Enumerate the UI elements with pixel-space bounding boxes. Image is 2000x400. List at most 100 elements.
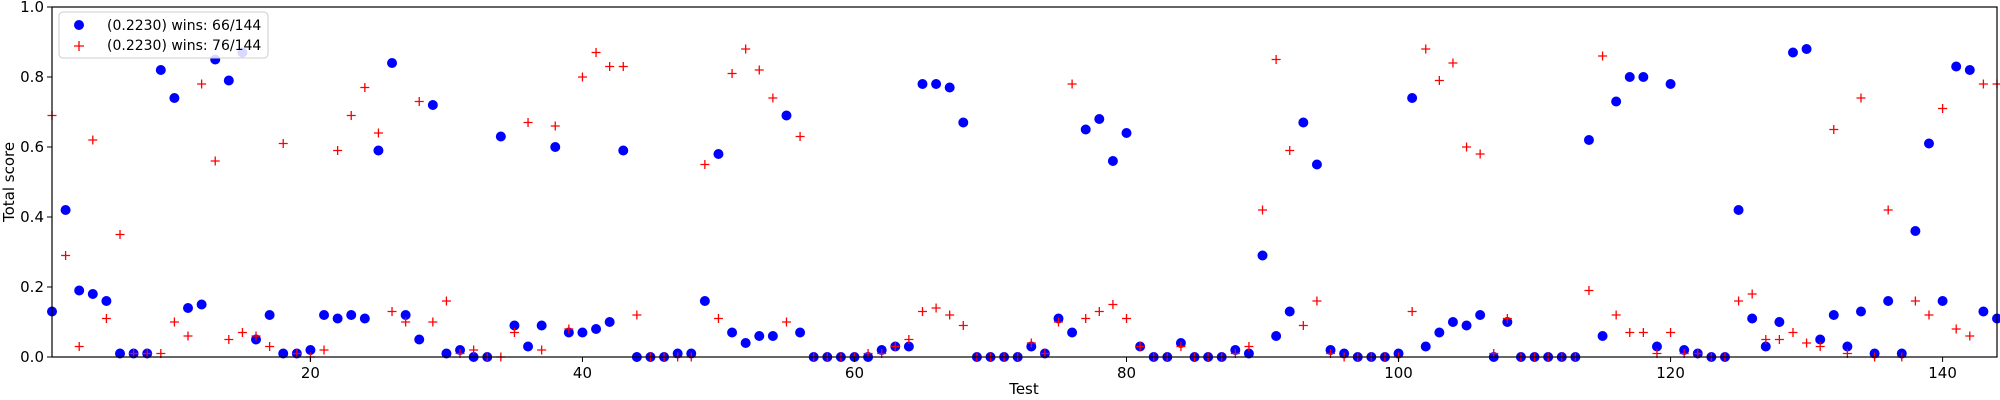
point-series-1-test-139	[1923, 138, 1934, 149]
point-series-1-test-134	[1855, 306, 1866, 317]
point-series-2-test-79	[1108, 300, 1118, 309]
point-series-2-test-115	[1598, 51, 1608, 61]
point-series-2-test-5	[101, 314, 111, 323]
point-series-2-test-64	[904, 335, 914, 344]
point-series-2-test-38	[550, 121, 560, 131]
point-series-1-test-20	[305, 345, 316, 355]
point-series-1-test-119	[1651, 341, 1662, 352]
y-axis-label: Total score	[0, 142, 18, 223]
point-series-1-test-24	[359, 313, 370, 324]
point-series-1-test-79	[1107, 156, 1118, 166]
point-series-1-test-144	[1992, 313, 2000, 324]
point-series-1-test-52	[740, 338, 751, 348]
point-series-1-test-101	[1407, 93, 1418, 103]
point-series-2-test-89	[1244, 342, 1254, 351]
point-series-2-test-136	[1883, 205, 1893, 215]
point-series-2-test-43	[618, 62, 628, 71]
point-series-1-test-115	[1597, 331, 1608, 341]
point-series-1-test-93	[1298, 117, 1309, 128]
point-series-1-test-51	[727, 327, 738, 338]
point-series-1-test-126	[1747, 313, 1758, 324]
point-series-1-test-132	[1828, 310, 1839, 320]
legend: (0.2230) wins: 66/144 (0.2230) wins: 76/…	[58, 11, 269, 59]
point-series-2-test-128	[1774, 335, 1784, 344]
point-series-2-test-65	[917, 307, 927, 316]
point-series-1-test-76	[1067, 327, 1078, 338]
point-series-2-test-129	[1788, 328, 1798, 337]
point-series-1-test-78	[1094, 114, 1105, 124]
point-series-2-test-52	[741, 44, 751, 54]
point-series-2-test-127	[1761, 335, 1771, 344]
point-series-1-test-120	[1665, 79, 1676, 89]
point-series-1-test-104	[1447, 317, 1458, 327]
point-series-1-test-35	[509, 320, 520, 331]
point-series-1-test-118	[1638, 72, 1649, 82]
point-series-2-test-63	[890, 342, 900, 351]
point-series-1-test-53	[754, 331, 765, 341]
point-series-1-test-92	[1284, 306, 1295, 317]
point-series-1-test-37	[536, 320, 547, 331]
point-series-2-test-56	[795, 132, 805, 141]
point-series-1-test-25	[373, 145, 384, 156]
point-series-1-test-36	[523, 341, 534, 352]
point-series-1-test-56	[795, 327, 806, 338]
x-tick-label: 20	[301, 364, 320, 382]
point-series-1-test-143	[1978, 306, 1989, 317]
point-series-2-test-125	[1734, 296, 1744, 306]
point-series-2-test-139	[1924, 310, 1934, 320]
y-tick-label: 0.8	[20, 68, 44, 86]
point-series-1-test-3	[74, 285, 85, 296]
point-series-1-test-41	[591, 324, 602, 334]
point-series-2-test-134	[1856, 93, 1866, 103]
point-series-2-test-17	[265, 342, 275, 351]
y-tick-label: 0.4	[20, 208, 44, 226]
point-series-1-test-43	[618, 145, 629, 156]
point-series-2-test-78	[1094, 307, 1104, 316]
point-series-2-test-84	[1176, 342, 1186, 351]
point-series-1-test-9	[155, 65, 166, 75]
legend-marker-circle	[74, 20, 84, 30]
point-series-2-test-67	[945, 310, 955, 320]
point-series-2-test-76	[1067, 79, 1077, 89]
point-series-2-test-25	[373, 128, 383, 138]
point-series-1-test-26	[387, 58, 398, 68]
point-series-1-test-38	[550, 142, 561, 152]
point-series-2-test-104	[1448, 58, 1458, 68]
point-series-2-test-54	[768, 93, 778, 103]
point-series-2-test-27	[401, 317, 411, 327]
point-series-2-test-50	[713, 314, 723, 323]
point-series-2-test-42	[605, 62, 615, 71]
point-series-1-test-21	[319, 310, 330, 320]
point-series-1-test-29	[427, 100, 438, 110]
point-series-2-test-6	[115, 230, 125, 239]
point-series-2-test-44	[632, 310, 642, 320]
y-tick-label: 0.2	[20, 278, 44, 296]
point-series-2-test-92	[1285, 146, 1295, 155]
legend-label-series-2: (0.2230) wins: 76/144	[107, 38, 261, 54]
point-series-1-test-102	[1420, 341, 1431, 352]
point-series-2-test-75	[1054, 317, 1063, 327]
point-series-2-test-141	[1951, 324, 1961, 334]
point-series-2-test-23	[346, 111, 356, 120]
point-series-1-test-55	[781, 110, 792, 121]
point-series-2-test-49	[700, 160, 710, 169]
point-series-1-test-142	[1964, 65, 1975, 75]
point-series-2-test-131	[1815, 342, 1825, 351]
point-series-1-test-68	[958, 117, 969, 128]
x-tick-label: 100	[1384, 364, 1413, 382]
point-series-2-test-66	[931, 303, 941, 313]
point-series-2-test-35	[509, 328, 519, 337]
point-series-1-test-4	[87, 289, 98, 299]
point-series-1-test-129	[1787, 47, 1798, 58]
point-series-2-test-12	[197, 79, 207, 89]
point-series-2-test-40	[577, 72, 587, 82]
point-series-2-test-41	[591, 48, 601, 57]
point-series-1-test-136	[1883, 296, 1894, 306]
point-series-1-test-80	[1121, 128, 1132, 138]
legend-box	[58, 11, 269, 59]
point-series-1-test-17	[264, 310, 275, 320]
point-series-1-test-89	[1243, 348, 1254, 359]
